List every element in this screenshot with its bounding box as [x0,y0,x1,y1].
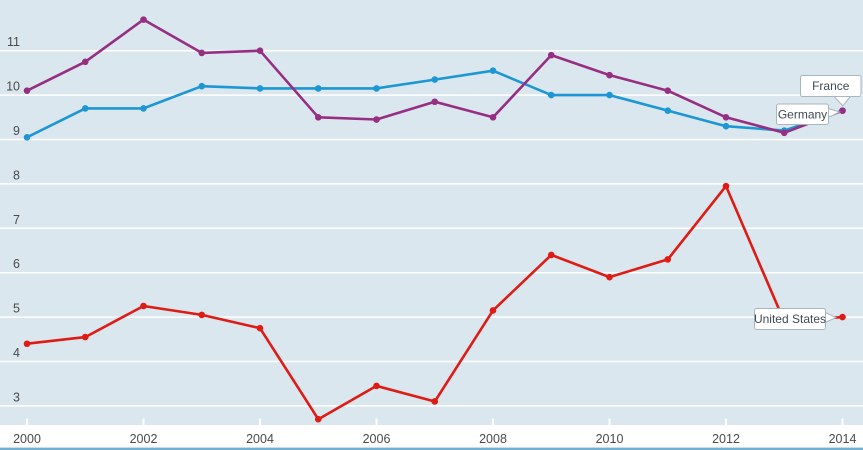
callout-label-france: France [812,79,850,93]
data-point-germany-2012 [722,114,730,121]
data-point-france-2005 [314,85,322,92]
data-point-united-states-2002 [140,302,147,310]
data-point-united-states-2009 [547,251,555,259]
x-tick [259,418,261,428]
data-point-united-states-2007 [431,398,439,405]
data-point-france-2001 [81,105,89,112]
y-axis-label: 5 [13,302,20,316]
x-tick [375,418,378,428]
y-axis-label: 10 [6,80,20,94]
callout-box-united-states [754,308,826,330]
y-axis-label: 7 [13,213,20,227]
data-point-germany-2007 [431,98,439,106]
x-axis-label: 2014 [829,432,857,446]
data-point-united-states-2003 [198,311,206,319]
x-tick [142,418,145,428]
y-axis-label: 4 [13,346,20,360]
data-point-germany-2002 [140,16,147,23]
callout-label-germany: Germany [778,107,827,121]
callout-label-united-states: United States [754,312,826,326]
data-point-germany-2004 [256,47,264,54]
callout-tail-france [833,95,851,107]
data-point-united-states-2004 [256,324,264,332]
data-point-germany-2010 [606,71,613,79]
data-point-united-states-2000 [23,340,31,348]
data-point-germany-2013 [780,129,788,137]
data-point-germany-2008 [489,114,497,121]
data-point-france-2002 [140,105,147,112]
bottom-border [0,447,863,450]
data-point-france-2003 [198,82,206,90]
data-point-france-2004 [256,85,264,92]
data-point-united-states-2010 [606,273,613,281]
x-tick [841,418,844,428]
data-point-france-2012 [722,122,730,130]
data-point-germany-2009 [547,51,555,59]
data-point-france-2007 [431,76,439,83]
data-point-france-2006 [373,85,380,92]
data-point-germany-2011 [664,87,672,94]
data-point-united-states-2008 [489,307,497,314]
data-point-united-states-2014 [839,313,846,321]
x-tick [492,418,494,428]
x-axis-label: 2004 [246,432,274,446]
data-point-france-2000 [23,133,31,141]
data-point-germany-2014 [839,107,846,114]
data-point-germany-2000 [23,87,31,94]
data-point-germany-2005 [314,114,322,121]
x-tick [608,418,611,428]
callout-box-germany [776,103,829,125]
callout-box-france [800,75,862,97]
data-point-united-states-2012 [722,182,730,190]
x-axis-label: 2012 [712,432,740,446]
x-axis-label: 2010 [596,432,624,446]
y-axis-label: 8 [13,168,20,182]
data-point-germany-2006 [373,116,380,123]
x-axis-label: 2006 [363,432,391,446]
data-point-france-2008 [489,67,497,74]
callout-tail-germany [827,108,841,118]
data-point-united-states-2006 [373,382,380,390]
data-point-germany-2001 [81,58,89,66]
x-tick [26,418,28,428]
data-point-united-states-2001 [81,333,89,341]
x-axis-label: 2000 [13,432,41,446]
y-axis-label: 6 [13,257,20,271]
data-point-united-states-2005 [314,415,322,423]
data-point-france-2010 [606,91,613,99]
y-axis-label: 9 [13,124,20,138]
data-point-united-states-2011 [664,256,672,263]
y-axis-label: 3 [13,390,20,404]
data-point-france-2009 [547,91,555,99]
y-axis-label: 11 [7,35,20,49]
data-point-france-2011 [664,107,672,114]
x-axis-label: 2008 [479,432,507,446]
data-point-germany-2003 [198,49,206,57]
x-tick [725,418,727,428]
callout-tail-united-states [824,312,838,323]
x-axis-band [0,425,863,450]
x-axis-label: 2002 [130,432,158,446]
